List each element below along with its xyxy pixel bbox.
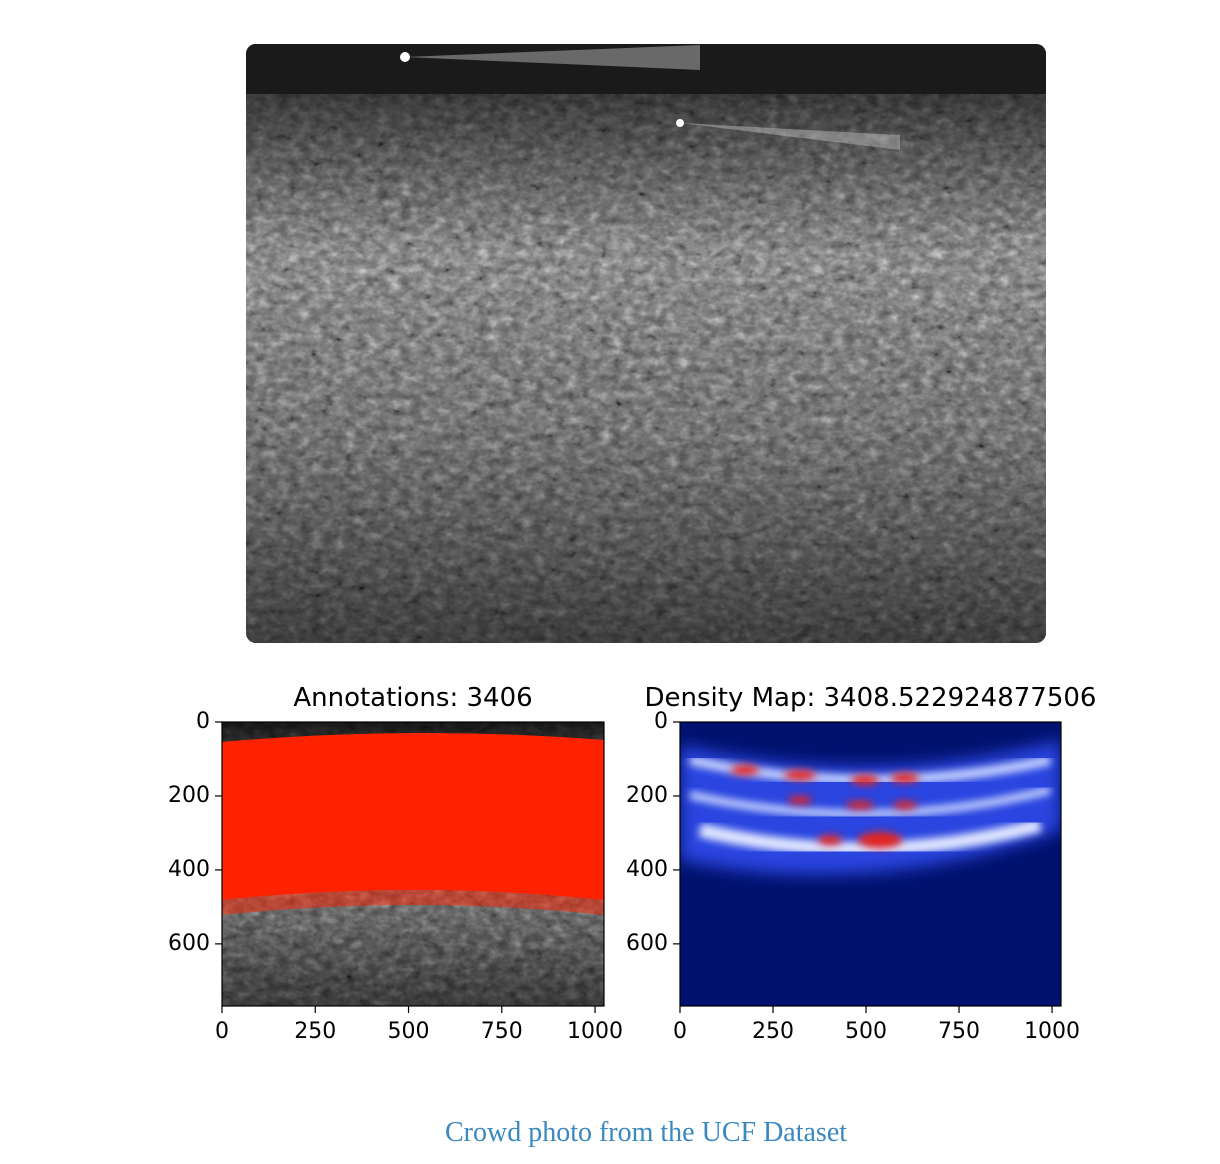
x-tick-label: 0 <box>673 1019 687 1044</box>
x-tick-label: 750 <box>481 1019 523 1044</box>
x-tick-label: 250 <box>752 1019 794 1044</box>
x-tick-label: 1000 <box>567 1019 623 1044</box>
axes-frame <box>221 721 605 1007</box>
y-tick-label: 0 <box>654 709 668 734</box>
x-tick-label: 250 <box>294 1019 336 1044</box>
x-tick-label: 750 <box>938 1019 980 1044</box>
y-tick-label: 600 <box>626 931 668 956</box>
caption: Crowd photo from the UCF Dataset <box>445 1117 847 1148</box>
panel-title: Annotations: 3406 <box>293 683 532 713</box>
x-tick-label: 0 <box>215 1019 229 1044</box>
y-tick-label: 200 <box>626 783 668 808</box>
panel-title: Density Map: 3408.522924877506 <box>645 683 1097 713</box>
y-tick-label: 200 <box>168 783 210 808</box>
x-tick-label: 500 <box>845 1019 887 1044</box>
axes: Annotations: 3406 0 250 500 750 1000 0 200 400 60… <box>168 683 1096 1044</box>
x-tick-label: 1000 <box>1024 1019 1080 1044</box>
annotation-image <box>222 722 604 1006</box>
y-tick-label: 400 <box>626 857 668 882</box>
y-tick-label: 0 <box>196 709 210 734</box>
crowd-photo <box>246 44 1046 643</box>
x-tick-label: 500 <box>388 1019 430 1044</box>
density-image <box>680 722 1061 1006</box>
y-tick-label: 600 <box>168 931 210 956</box>
axes-frame <box>679 721 1062 1007</box>
y-tick-label: 400 <box>168 857 210 882</box>
